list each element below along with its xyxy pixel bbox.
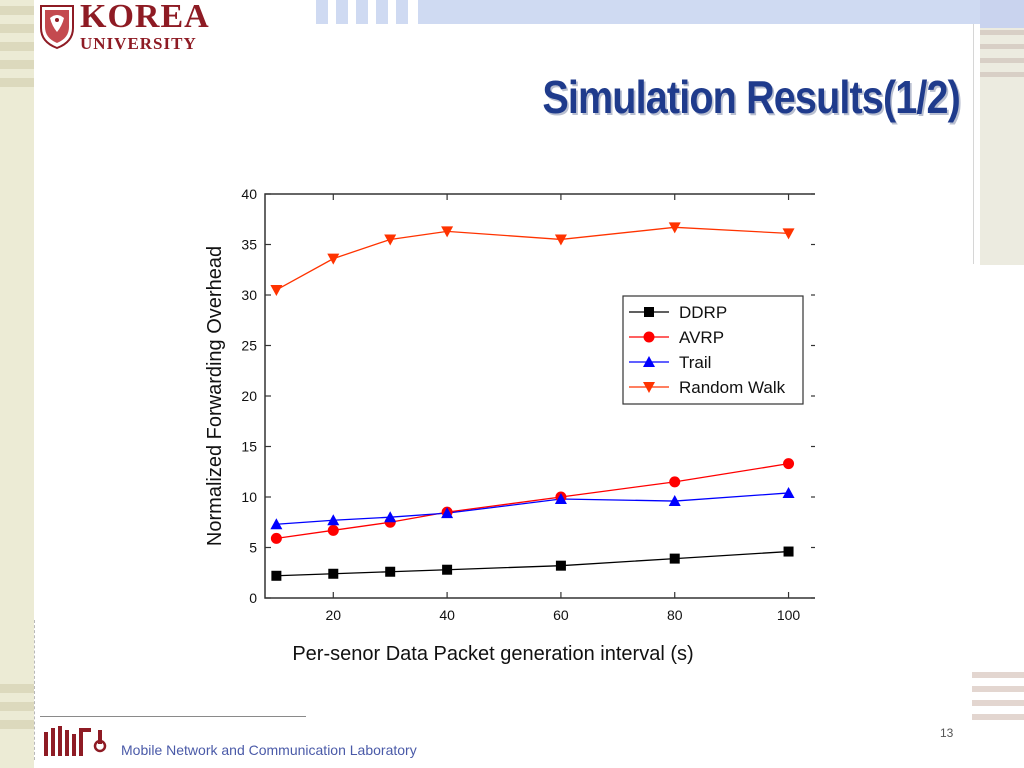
- data-point-avrp: [669, 476, 681, 488]
- footer-line: [40, 716, 306, 717]
- slide-title: Simulation Results(1/2): [542, 71, 961, 123]
- university-seal-icon: [40, 5, 74, 50]
- y-axis-label: Normalized Forwarding Overhead: [204, 246, 226, 546]
- data-point-trail: [441, 507, 454, 519]
- data-point-ddrp: [783, 546, 794, 557]
- page-number: 13: [940, 726, 954, 740]
- data-point-trail: [668, 495, 681, 507]
- data-point-trail: [327, 514, 340, 526]
- x-tick-label: 20: [325, 607, 341, 623]
- top-decor-band: [418, 0, 1024, 24]
- data-point-ddrp: [555, 560, 566, 571]
- data-point-random-walk: [554, 234, 567, 246]
- top-decor-ticks: [316, 0, 416, 24]
- data-point-ddrp: [442, 564, 453, 575]
- chart-container: 0 5 10 15 20 25 30 35 40 20 40 60 80 100 DDRP AVRP Tra…: [195, 182, 818, 667]
- data-point-random-walk: [270, 284, 283, 296]
- x-tick-label: 80: [667, 607, 683, 623]
- legend-label-random-walk: Random Walk: [679, 378, 786, 397]
- series-line-trail: [276, 492, 789, 525]
- y-tick-label: 35: [241, 237, 257, 253]
- series-line-avrp: [276, 463, 789, 540]
- data-point-avrp: [783, 458, 795, 470]
- y-tick-label: 15: [241, 439, 257, 455]
- data-point-random-walk: [782, 228, 795, 240]
- data-point-trail: [782, 486, 795, 498]
- bottom-right-decor: [972, 672, 1024, 732]
- y-tick-label: 0: [249, 590, 257, 606]
- data-point-avrp: [327, 524, 339, 536]
- data-point-trail: [554, 493, 567, 505]
- left-dotted-line: [34, 620, 35, 760]
- logo-word-korea: KOREA: [80, 0, 210, 35]
- right-divider-line: [973, 24, 974, 264]
- legend-marker-trail: [643, 356, 655, 367]
- data-point-random-walk: [327, 253, 340, 265]
- x-tick-label: 40: [439, 607, 455, 623]
- series-line-random-walk: [276, 226, 789, 291]
- x-tick-label: 100: [777, 607, 801, 623]
- data-point-trail: [384, 511, 397, 523]
- legend-label-ddrp: DDRP: [679, 303, 727, 322]
- y-tick-label: 20: [241, 388, 257, 404]
- legend-label-trail: Trail: [679, 353, 711, 372]
- data-point-random-walk: [668, 222, 681, 234]
- y-tick-label: 10: [241, 489, 257, 505]
- data-point-ddrp: [669, 553, 680, 564]
- data-point-trail: [270, 518, 283, 530]
- legend-marker-avrp: [643, 331, 655, 343]
- legend-marker-ddrp: [644, 307, 654, 317]
- data-point-random-walk: [441, 226, 454, 238]
- y-tick-label: 30: [241, 287, 257, 303]
- data-point-ddrp: [385, 566, 396, 577]
- logo-word-university: UNIVERSITY: [80, 34, 197, 53]
- data-point-avrp: [270, 532, 282, 544]
- lab-logo-icon: [44, 726, 107, 756]
- legend-label-avrp: AVRP: [679, 328, 724, 347]
- legend-marker-random-walk: [643, 382, 655, 393]
- series-line-ddrp: [276, 550, 789, 577]
- footer-text: Mobile Network and Communication Laborat…: [121, 742, 417, 758]
- right-decor-block: [980, 0, 1024, 265]
- data-point-ddrp: [271, 570, 282, 581]
- y-tick-label: 5: [249, 540, 257, 556]
- data-point-random-walk: [384, 234, 397, 246]
- y-tick-label: 25: [241, 338, 257, 354]
- y-tick-label: 40: [241, 186, 257, 202]
- university-logo: KOREA UNIVERSITY: [38, 0, 218, 53]
- x-axis-label: Per-senor Data Packet generation interva…: [292, 643, 693, 665]
- line-chart: 0 5 10 15 20 25 30 35 40 20 40 60 80 100 DDRP AVRP Tra…: [204, 186, 818, 665]
- left-decor-bar: [0, 0, 34, 768]
- x-tick-label: 60: [553, 607, 569, 623]
- data-point-ddrp: [328, 568, 339, 579]
